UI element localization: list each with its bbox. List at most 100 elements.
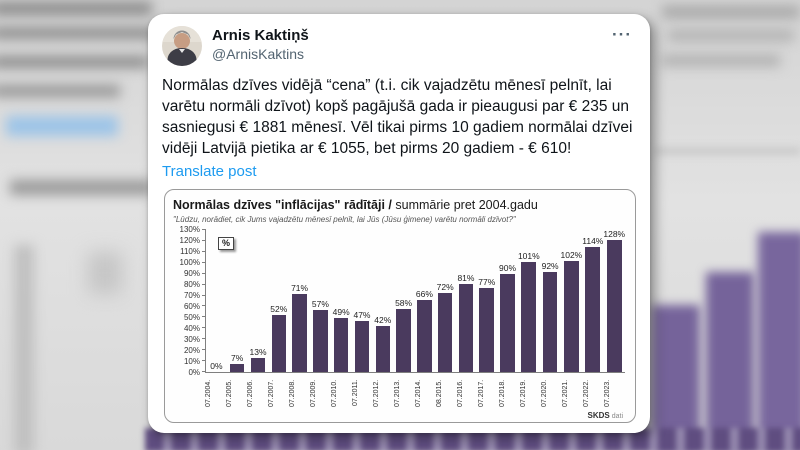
y-tick-label: 50% (183, 313, 200, 322)
y-tick-label: 30% (183, 335, 200, 344)
background-blurred-text (0, 56, 148, 68)
background-blurred-link (6, 116, 118, 136)
bar-slot: 128% (603, 230, 625, 372)
x-tick-label: 08.2015. (436, 379, 443, 407)
x-tick-label: 07.2007. (268, 379, 275, 407)
author-handle[interactable]: @ArnisKaktins (212, 46, 305, 62)
bar (585, 247, 601, 372)
x-tick-label: 07.2013. (394, 379, 401, 407)
background-blurred-blob (88, 252, 122, 294)
bar-value-label: 47% (353, 309, 371, 320)
y-tick-label: 60% (183, 302, 200, 311)
y-tick-mark (202, 349, 206, 351)
source-suffix: dati (609, 413, 623, 420)
tweet-text: Normālas dzīves vidējā “cena” (t.i. cik … (162, 77, 633, 157)
chart-title: Normālas dzīves "inflācijas" rādītāji / … (173, 198, 625, 212)
bar (250, 357, 266, 372)
bar (563, 260, 579, 372)
x-tick-label: 07.2023. (604, 379, 611, 407)
y-tick-label: 80% (183, 280, 200, 289)
y-tick-mark (202, 272, 206, 274)
source-name: SKDS (587, 411, 610, 420)
x-tick-label: 07.2005. (226, 379, 233, 407)
author-block: Arnis Kaktiņš @ArnisKaktins (212, 26, 608, 63)
y-tick-mark (202, 250, 206, 252)
bar-slot: 47% (352, 230, 373, 372)
bar-value-label: 90% (499, 262, 517, 273)
background-blurred-chart-bar (652, 305, 700, 450)
avatar[interactable] (162, 26, 202, 66)
bar-value-label: 81% (457, 272, 475, 283)
y-tick-mark (202, 261, 206, 263)
bar-value-label: 102% (560, 249, 583, 260)
bar (396, 308, 411, 372)
bar (417, 299, 432, 372)
bar (458, 283, 474, 372)
tweet-header: Arnis Kaktiņš @ArnisKaktins ··· (162, 26, 636, 66)
y-tick-mark (202, 229, 206, 230)
bar-value-label: 13% (249, 346, 267, 357)
bar (292, 294, 307, 372)
x-tick-label: 07.2020. (541, 379, 548, 407)
bar-value-label: 77% (478, 276, 496, 287)
bar-slot: 114% (582, 230, 603, 372)
bar-slot: 0% (206, 230, 227, 372)
y-tick-mark (202, 327, 206, 329)
x-tick-label: 07.2017. (478, 379, 485, 407)
x-tick-label: 07.2019. (520, 379, 527, 407)
y-tick-label: 0% (188, 368, 200, 377)
y-tick-label: 20% (183, 346, 200, 355)
bar-value-label: 58% (395, 297, 413, 308)
author-name[interactable]: Arnis Kaktiņš (212, 27, 309, 44)
bar (521, 261, 537, 372)
chart-attachment[interactable]: Normālas dzīves "inflācijas" rādītāji / … (164, 189, 636, 423)
x-tick-label: 07.2016. (457, 379, 464, 407)
bar-value-label: 42% (374, 315, 392, 326)
x-tick-label: 07.2018. (499, 379, 506, 407)
bar (500, 273, 515, 372)
y-tick-mark (202, 338, 206, 340)
bar (333, 318, 349, 372)
plot-area: 0% 7% 13% 52% 71% 57% 49% 47% 42% 58% 66% 72% 81% 77%… (202, 229, 625, 373)
bar-slot: 71% (289, 230, 310, 372)
background-blurred-text (0, 2, 152, 15)
bar-value-label: 101% (517, 250, 540, 261)
bar-value-label: 72% (436, 282, 454, 293)
y-tick-mark (202, 283, 206, 285)
bar (354, 320, 370, 372)
background-blurred-text (0, 27, 154, 39)
y-tick-mark (202, 294, 206, 296)
x-tick-label: 07.2006. (247, 379, 254, 407)
bar-slot: 58% (393, 230, 414, 372)
bar-slot: 13% (248, 230, 269, 372)
bar-value-label: 114% (582, 236, 604, 247)
y-tick-label: 70% (183, 291, 200, 300)
bar-slot: 77% (476, 230, 497, 372)
x-tick-label: 07.2014. (415, 379, 422, 407)
bar-value-label: 57% (311, 298, 329, 309)
bar (479, 287, 495, 372)
more-options-icon[interactable]: ··· (612, 25, 632, 44)
unit-label-box: % (218, 237, 235, 250)
x-axis: 07.2004. 07.2005. 07.2006. 07.2007. 07.2008.… (205, 375, 625, 411)
bar-slot: 7% (227, 230, 248, 372)
background-blurred-line (655, 148, 800, 154)
y-tick-label: 110% (180, 247, 200, 256)
background-blurred-text (662, 6, 800, 18)
background-blurred-title (10, 180, 152, 195)
background-blurred-bar (14, 245, 34, 450)
bar (542, 271, 558, 372)
translate-post-link[interactable]: Translate post (162, 163, 257, 180)
y-tick-label: 10% (183, 357, 200, 366)
bar (313, 309, 328, 372)
y-tick-label: 40% (183, 324, 200, 333)
bar-slot: 81% (456, 230, 477, 372)
bar-value-label: 66% (415, 288, 433, 299)
x-tick-label: 07.2021. (562, 379, 569, 407)
y-tick-label: 90% (183, 269, 200, 278)
bar (375, 326, 391, 372)
bar-slot: 92% (540, 230, 561, 372)
bar-slot: 102% (560, 230, 583, 372)
bar (437, 293, 453, 372)
